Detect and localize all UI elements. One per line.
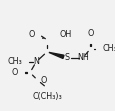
Text: O: O [86,29,93,38]
Text: CH₃: CH₃ [7,57,22,66]
Text: N: N [33,57,39,66]
Text: CH₃: CH₃ [101,44,115,53]
Text: O: O [28,30,34,39]
Text: S: S [64,54,69,62]
Text: O: O [11,68,17,77]
Text: NH: NH [76,54,88,62]
Text: C(CH₃)₃: C(CH₃)₃ [32,92,61,101]
Text: OH: OH [59,30,71,39]
Text: O: O [40,76,47,85]
Polygon shape [49,52,63,58]
